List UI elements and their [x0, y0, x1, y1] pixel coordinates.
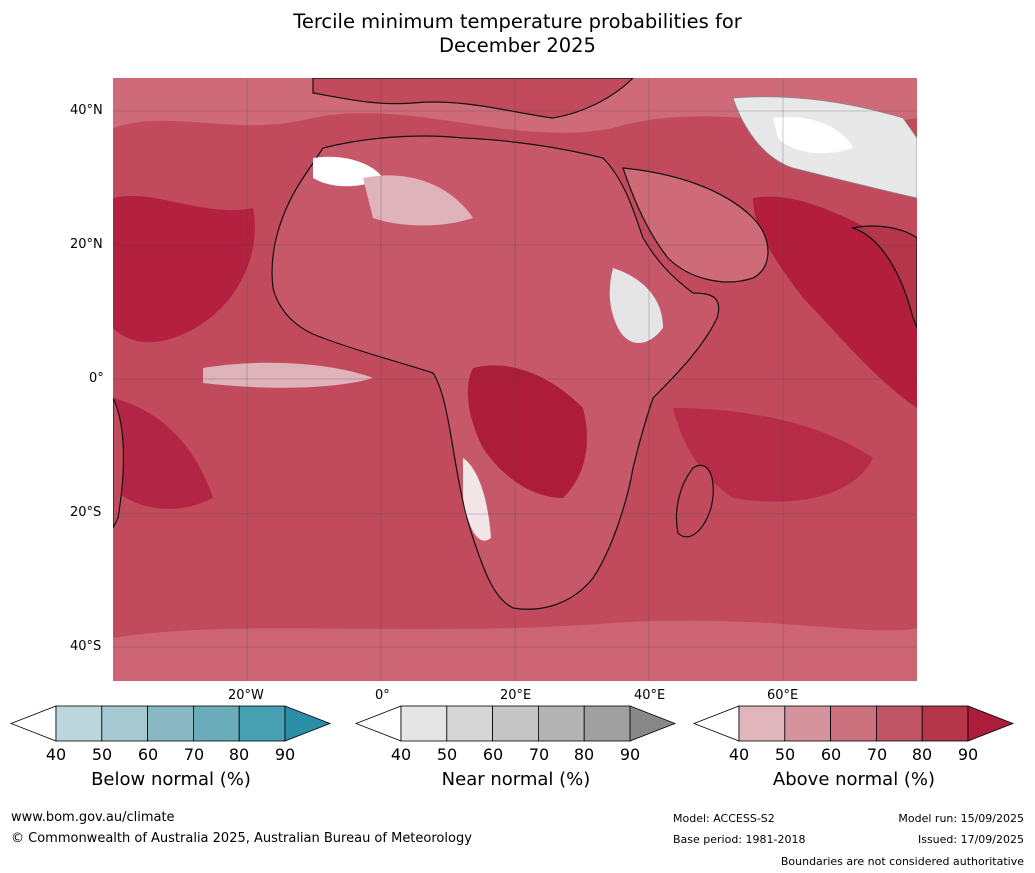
lon-label-60e: 60°E: [767, 688, 799, 703]
footer-copyright: © Commonwealth of Australia 2025, Austra…: [11, 831, 472, 846]
lat-label-20n: 20°N: [70, 237, 103, 252]
lat-label-equator: 0°: [89, 371, 104, 386]
south-america-edge: [112, 397, 125, 529]
colorbar-min-arrow: [9, 705, 57, 742]
footer-model-run: Model run: 15/09/2025: [898, 812, 1024, 825]
legend-tick: 50: [436, 745, 458, 764]
footer-model: Model: ACCESS-S2: [673, 812, 775, 825]
colorbar-segment: [446, 705, 494, 742]
legend-tick: 70: [866, 745, 888, 764]
legend-tick: 70: [183, 745, 205, 764]
probability-map: [112, 77, 918, 681]
colorbar-segment: [238, 705, 286, 742]
graticule: [113, 78, 917, 681]
colorbar-segment: [875, 705, 923, 742]
colorbar-max-arrow: [967, 705, 1015, 742]
map-patch-iran-white: [773, 117, 853, 154]
legend-tick: 40: [390, 745, 412, 764]
footer-disclaimer: Boundaries are not considered authoritat…: [780, 855, 1024, 868]
colorbar-segment: [192, 705, 240, 742]
legend-tick: 90: [274, 745, 296, 764]
madagascar: [675, 464, 714, 538]
legend-tick: 40: [728, 745, 750, 764]
colorbar-near-normal: [354, 705, 677, 742]
legend-tick: 80: [911, 745, 933, 764]
colorbar-max-arrow: [284, 705, 332, 742]
colorbar-segment: [147, 705, 194, 742]
lat-label-20s: 20°S: [70, 505, 102, 520]
legend-tick: 60: [820, 745, 842, 764]
legend-tick: 70: [528, 745, 550, 764]
colorbar-min-arrow: [692, 705, 740, 742]
title-line-1: Tercile minimum temperature probabilitie…: [293, 10, 742, 33]
legend-above-normal: 40 50 60 70 80 90 Above normal (%): [692, 705, 1015, 795]
colorbar-segment: [738, 705, 786, 742]
map-patch-ethiopia: [609, 268, 663, 343]
map-zone-indian-ocean: [673, 408, 873, 502]
footer-website: www.bom.gov.au/climate: [11, 810, 175, 825]
legend-tick: 50: [774, 745, 796, 764]
arabian-peninsula: [622, 167, 769, 283]
lon-label-40e: 40°E: [634, 688, 666, 703]
lon-label-20w: 20°W: [228, 688, 264, 703]
legend-tick: 90: [957, 745, 979, 764]
colorbar-min-arrow: [354, 705, 402, 742]
legend-caption-near-normal: Near normal (%): [441, 769, 591, 790]
map-zone-arabian-sea: [753, 196, 917, 408]
legend-below-normal: 40 50 60 70 80 90 Below normal (%): [9, 705, 332, 795]
legend-tick: 80: [573, 745, 595, 764]
map-patch-sahara-central: [363, 175, 473, 226]
colorbar-segment: [784, 705, 832, 742]
colorbar-segment: [921, 705, 969, 742]
map-zone-atlantic-west: [113, 398, 213, 509]
lon-label-0: 0°: [375, 688, 390, 703]
colorbar-max-arrow: [629, 705, 677, 742]
legend-tick: 60: [482, 745, 504, 764]
legend-tick: 50: [91, 745, 113, 764]
map-svg: [112, 77, 918, 681]
footer-base-period: Base period: 1981-2018: [673, 833, 806, 846]
lat-label-40n: 40°N: [70, 103, 103, 118]
legend-tick: 40: [45, 745, 67, 764]
legend-caption-above-normal: Above normal (%): [772, 769, 936, 790]
map-zone-atlantic-north: [113, 195, 255, 343]
legend-near-normal: 40 50 60 70 80 90 Near normal (%): [354, 705, 677, 795]
lon-label-20e: 20°E: [500, 688, 532, 703]
map-zone-central-africa: [467, 365, 587, 498]
colorbar-segment: [583, 705, 631, 742]
title-line-2: December 2025: [439, 34, 596, 57]
legend-tick: 80: [228, 745, 250, 764]
map-patch-gulf: [203, 362, 373, 388]
colorbar-segment: [537, 705, 585, 742]
colorbar-segment: [830, 705, 877, 742]
lat-label-40s: 40°S: [70, 639, 102, 654]
colorbar-segment: [101, 705, 149, 742]
legend-tick: 90: [619, 745, 641, 764]
india: [850, 225, 918, 329]
footer-issued: Issued: 17/09/2025: [917, 833, 1024, 846]
legend-caption-below-normal: Below normal (%): [91, 769, 251, 790]
colorbar-segment: [492, 705, 539, 742]
colorbar-segment: [400, 705, 448, 742]
map-patch-namibia: [463, 458, 491, 541]
map-band-south: [113, 620, 917, 681]
colorbar-above-normal: [692, 705, 1015, 742]
southern-europe: [312, 77, 635, 119]
chart-title: Tercile minimum temperature probabilitie…: [0, 10, 1035, 58]
colorbar-segment: [55, 705, 103, 742]
legend-tick: 60: [137, 745, 159, 764]
colorbar-below-normal: [9, 705, 332, 742]
